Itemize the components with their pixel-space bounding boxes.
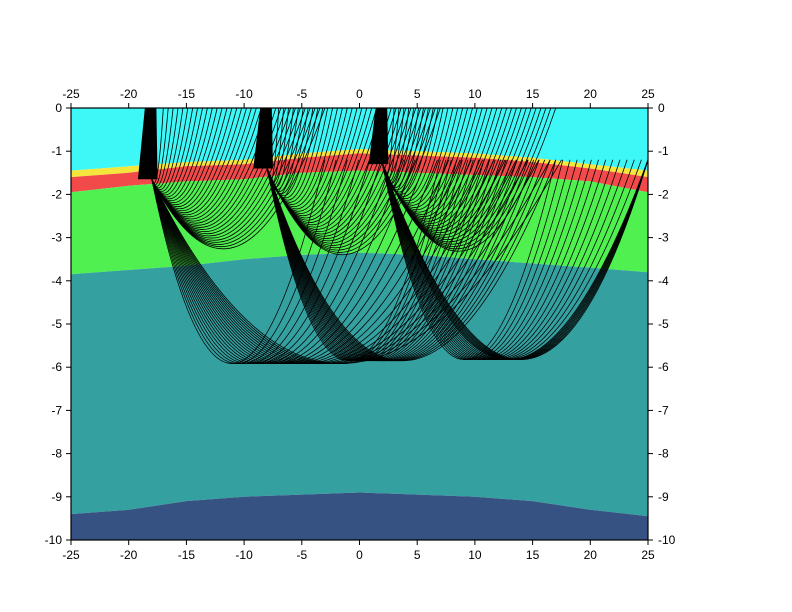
x-tick-label-top: 25	[641, 87, 655, 101]
x-tick-label-top: 10	[468, 87, 482, 101]
ray-deep	[151, 159, 562, 364]
ray-shallow	[382, 107, 557, 252]
x-tick-label-top: 0	[356, 87, 363, 101]
y-tick-label-right: 0	[658, 101, 665, 115]
x-tick-label-top: -10	[235, 87, 253, 101]
y-tick-label-right: -5	[658, 317, 669, 331]
y-tick-label-left: 0	[55, 101, 62, 115]
y-tick-label-left: -6	[51, 360, 62, 374]
layer-basement	[71, 492, 648, 540]
ray-paths	[137, 107, 649, 364]
x-tick-label-bottom: -15	[178, 548, 196, 562]
y-tick-label-left: -4	[51, 274, 62, 288]
y-tick-label-left: -2	[51, 187, 62, 201]
x-tick-label-bottom: 10	[468, 548, 482, 562]
x-tick-label-bottom: 15	[526, 548, 540, 562]
ray-shallow	[151, 107, 326, 250]
x-tick-label-bottom: 25	[641, 548, 655, 562]
x-tick-label-top: -25	[62, 87, 80, 101]
ray-deep	[382, 159, 649, 361]
x-tick-label-bottom: -5	[296, 548, 307, 562]
x-tick-label-bottom: 0	[356, 548, 363, 562]
layer-teal-layer	[71, 252, 648, 517]
layer-thin-layer	[71, 149, 648, 178]
layer-water	[71, 108, 648, 171]
ray-source-0	[137, 108, 158, 180]
x-tick-label-top: 5	[414, 87, 421, 101]
y-tick-label-left: -10	[45, 533, 63, 547]
y-tick-label-right: -2	[658, 187, 669, 201]
x-tick-label-bottom: -25	[62, 548, 80, 562]
x-tick-label-bottom: -20	[120, 548, 138, 562]
y-tick-label-left: -5	[51, 317, 62, 331]
y-tick-label-right: -1	[658, 144, 669, 158]
x-tick-label-top: -15	[178, 87, 196, 101]
ray-source-2	[368, 108, 389, 165]
x-tick-label-top: 20	[584, 87, 598, 101]
x-tick-label-bottom: -10	[235, 548, 253, 562]
y-tick-label-right: -8	[658, 447, 669, 461]
ray-shallow	[266, 107, 441, 256]
y-tick-label-right: -7	[658, 403, 669, 417]
y-tick-label-left: -3	[51, 231, 62, 245]
y-tick-label-right: -6	[658, 360, 669, 374]
y-tick-label-left: -1	[51, 144, 62, 158]
y-tick-label-right: -10	[658, 533, 676, 547]
y-tick-label-left: -8	[51, 447, 62, 461]
x-tick-label-bottom: 20	[584, 548, 598, 562]
y-tick-label-right: -4	[658, 274, 669, 288]
ray-deep	[266, 159, 557, 362]
y-tick-label-right: -3	[658, 231, 669, 245]
y-tick-label-left: -9	[51, 490, 62, 504]
x-tick-label-top: 15	[526, 87, 540, 101]
x-tick-label-top: -5	[296, 87, 307, 101]
x-tick-label-bottom: 5	[414, 548, 421, 562]
x-tick-label-top: -20	[120, 87, 138, 101]
y-tick-label-right: -9	[658, 490, 669, 504]
ray-source-1	[253, 108, 273, 169]
axes: -25-25-20-20-15-15-10-10-5-5005510101515…	[45, 87, 676, 562]
y-tick-label-left: -7	[51, 403, 62, 417]
